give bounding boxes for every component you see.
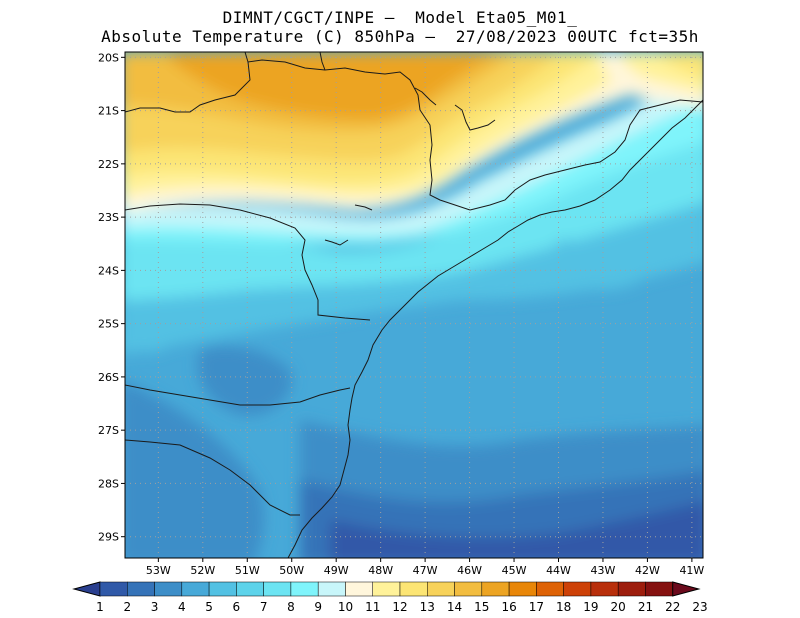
map-subtitle: Absolute Temperature (C) 850hPa – 27/08/… [101,27,699,46]
longitude-label: 41W [679,564,704,577]
colorbar-label: 18 [556,600,571,614]
longitude-label: 48W [368,564,393,577]
state-border [125,384,351,406]
longitude-label: 53W [146,564,171,577]
colorbar: 1 2 3 4 5 6 7 8 9 10 11 12 13 14 15 16 17 18 19 20 21 22 23 [72,581,708,614]
colorbar-label: 22 [665,600,680,614]
reservoir [324,239,349,246]
colorbar-arrow-low [72,581,101,597]
longitude-label: 49W [324,564,349,577]
colorbar-label: 15 [474,600,489,614]
longitude-label: 45W [502,564,527,577]
longitude-label: 44W [546,564,571,577]
reservoir [454,104,496,131]
temperature-field [125,52,703,558]
colorbar-arrow-high [672,581,701,597]
state-border [469,99,703,211]
reservoir [354,204,373,211]
colorbar-label: 6 [233,600,241,614]
longitude-label: 51W [235,564,260,577]
colorbar-swatch [645,581,673,597]
colorbar-swatch [481,581,510,597]
colorbar-label: 7 [260,600,268,614]
colorbar-swatch [236,581,264,597]
colorbar-label: 12 [392,600,407,614]
state-border [319,52,326,71]
longitude-label: 42W [635,564,660,577]
colorbar-label: 3 [151,600,159,614]
colorbar-swatch [127,581,155,597]
latitude-label: 21S [98,105,119,118]
longitude-label: 52W [190,564,215,577]
latitude-label: 27S [98,424,119,437]
latitude-label: 22S [98,158,119,171]
reservoir [414,87,437,106]
colorbar-swatch [590,581,619,597]
latitude-label: 28S [98,477,119,490]
longitude-labels: 53W 52W 51W 50W 49W 48W 47W 46W 45W 44W 43W 42W 41W [146,558,704,577]
colorbar-swatch [508,581,537,597]
colorbar-label: 5 [205,600,213,614]
colorbar-label: 14 [447,600,462,614]
latitude-label: 26S [98,371,119,384]
colorbar-label: 9 [314,600,322,614]
colorbar-label: 20 [611,600,626,614]
colorbar-swatch [427,581,455,597]
state-border [244,52,471,211]
colorbar-label: 19 [583,600,598,614]
colorbar-swatch [154,581,183,597]
state-border [125,439,300,516]
longitude-label: 50W [279,564,304,577]
colorbar-label: 1 [96,600,104,614]
colorbar-swatch [454,581,483,597]
colorbar-swatch [345,581,373,597]
colorbar-swatch [263,581,292,597]
latitude-label: 24S [98,264,119,277]
colorbar-label: 13 [420,600,435,614]
colorbar-swatch [563,581,592,597]
colorbar-label: 8 [287,600,295,614]
colorbar-swatch [317,581,346,597]
colorbar-label: 21 [638,600,653,614]
plot-frame [124,51,704,559]
latitude-label: 23S [98,211,119,224]
colorbar-label: 4 [178,600,186,614]
latitude-label: 20S [98,51,119,64]
map-title: DIMNT/CGCT/INPE – Model Eta05_M01_ [222,8,578,27]
longitude-label: 47W [413,564,438,577]
state-border [125,203,371,321]
colorbar-label: 2 [123,600,131,614]
longitude-label: 43W [591,564,616,577]
latitude-label: 25S [98,318,119,331]
colorbar-swatch [290,581,319,597]
state-border [125,61,251,113]
latitude-label: 29S [98,531,119,544]
colorbar-swatch [536,581,564,597]
colorbar-swatch [208,581,237,597]
colorbar-swatch [181,581,210,597]
latitude-labels: 20S 21S 22S 23S 24S 25S 26S 27S 28S 29S [98,51,125,544]
longitude-label: 46W [457,564,482,577]
colorbar-swatch [372,581,401,597]
coastline-and-borders [125,52,703,558]
colorbar-swatch [399,581,428,597]
colorbar-label: 16 [501,600,516,614]
colorbar-label: 11 [365,600,380,614]
colorbar-label: 17 [529,600,544,614]
colorbar-swatch [617,581,646,597]
coastline [287,99,703,558]
colorbar-swatch [99,581,128,597]
colorbar-label: 10 [338,600,353,614]
colorbar-label: 23 [692,600,707,614]
